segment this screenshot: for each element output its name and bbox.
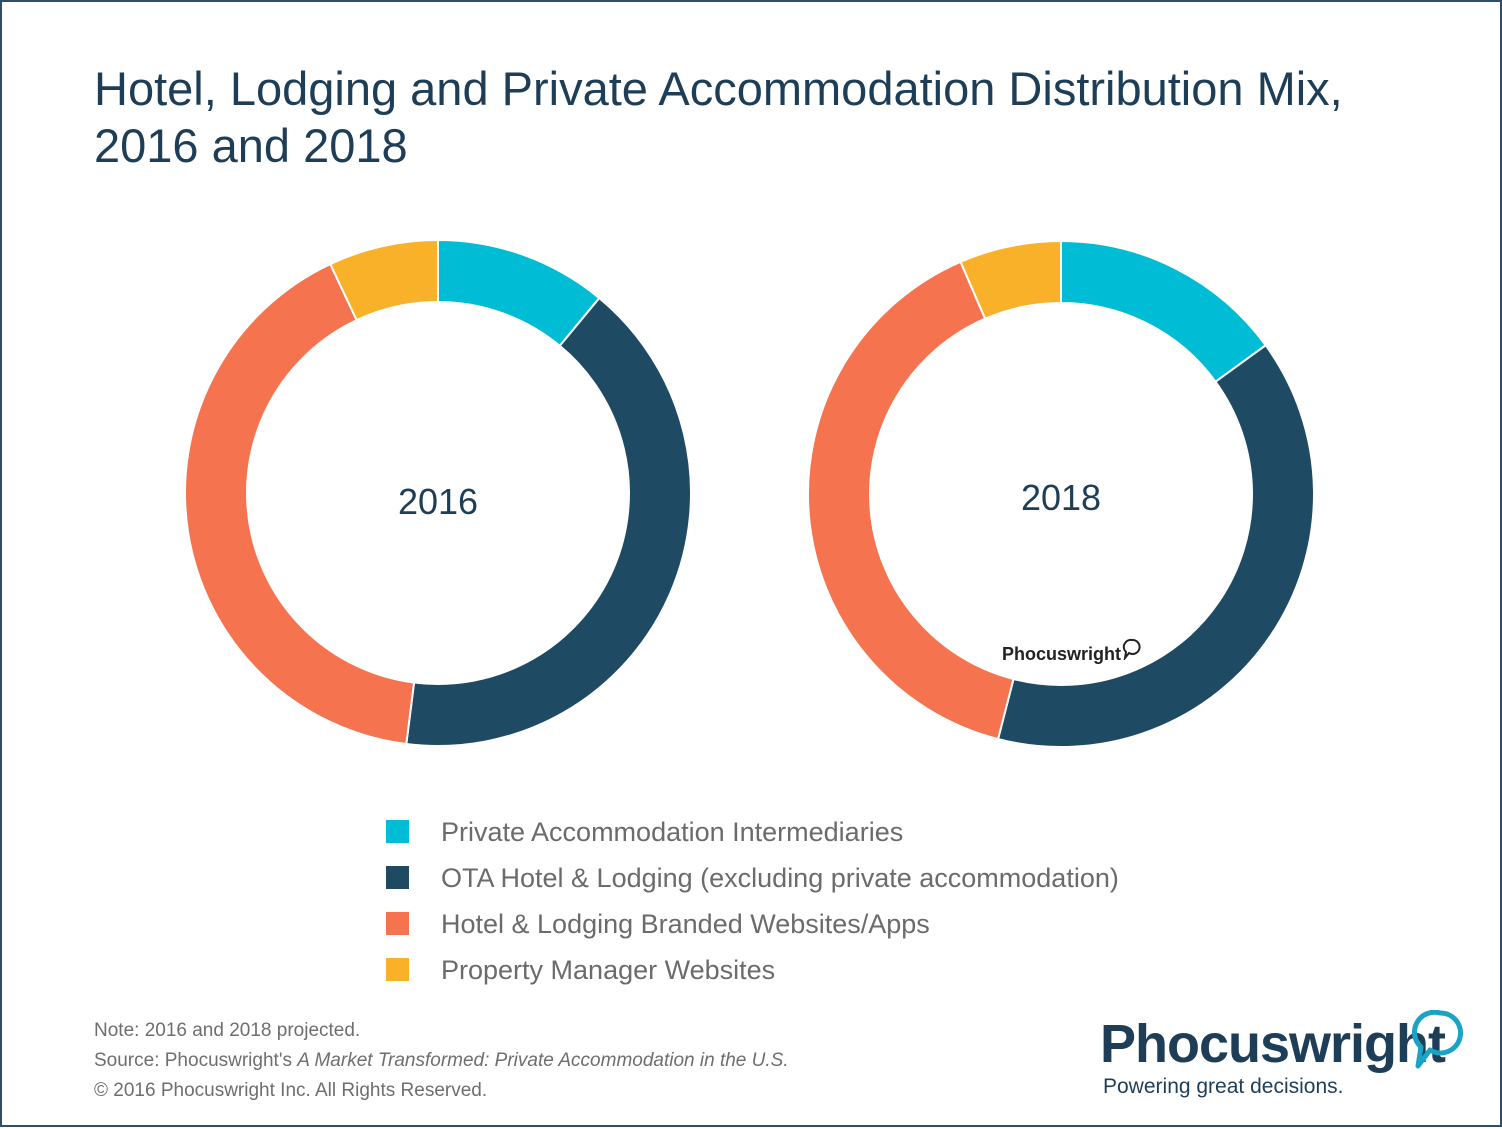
donut-center-label: 2016 xyxy=(398,481,478,522)
watermark-logo: Phocuswright xyxy=(1002,644,1122,664)
source-title: A Market Transformed: Private Accommodat… xyxy=(297,1050,789,1071)
legend-swatch xyxy=(386,912,409,935)
donut-slice xyxy=(405,296,692,747)
donut-chart-2018: 2018 xyxy=(807,239,1315,748)
chart-title: Hotel, Lodging and Private Accommodation… xyxy=(94,62,1343,172)
watermark-bubble-icon xyxy=(1122,638,1141,660)
legend-label: Private Accommodation Intermediaries xyxy=(441,817,904,847)
legend-swatch xyxy=(386,820,409,843)
donut-slice xyxy=(184,262,416,746)
donut-chart-2016: 2016 xyxy=(184,238,692,747)
speech-bubble-icon xyxy=(1412,1010,1463,1069)
brand-name: Phocuswright xyxy=(1100,1014,1446,1074)
donut-slice xyxy=(996,343,1315,748)
brand-logo: Phocuswright Powering great decisions. xyxy=(1100,1010,1470,1110)
source-prefix: Source: Phocuswright's xyxy=(94,1050,298,1071)
notes: Note: 2016 and 2018 projected. Source: P… xyxy=(94,1016,789,1106)
brand-tagline: Powering great decisions. xyxy=(1103,1075,1344,1098)
donut-center-label: 2018 xyxy=(1021,477,1101,518)
donut-slice xyxy=(1060,239,1268,384)
donut-slice xyxy=(959,239,1062,321)
legend-label: Hotel & Lodging Branded Websites/Apps xyxy=(441,909,930,939)
donut-slice xyxy=(807,260,1015,741)
donut-slice xyxy=(328,238,439,322)
note-text: Note: 2016 and 2018 projected. xyxy=(94,1020,361,1041)
legend-swatch xyxy=(386,866,409,889)
legend-label: OTA Hotel & Lodging (excluding private a… xyxy=(441,863,1119,893)
legend-swatch xyxy=(386,958,409,981)
copyright-text: © 2016 Phocuswright Inc. All Rights Rese… xyxy=(94,1080,488,1101)
legend-label: Property Manager Websites xyxy=(441,955,776,985)
source-text: Source: Phocuswright's A Market Transfor… xyxy=(94,1046,789,1076)
